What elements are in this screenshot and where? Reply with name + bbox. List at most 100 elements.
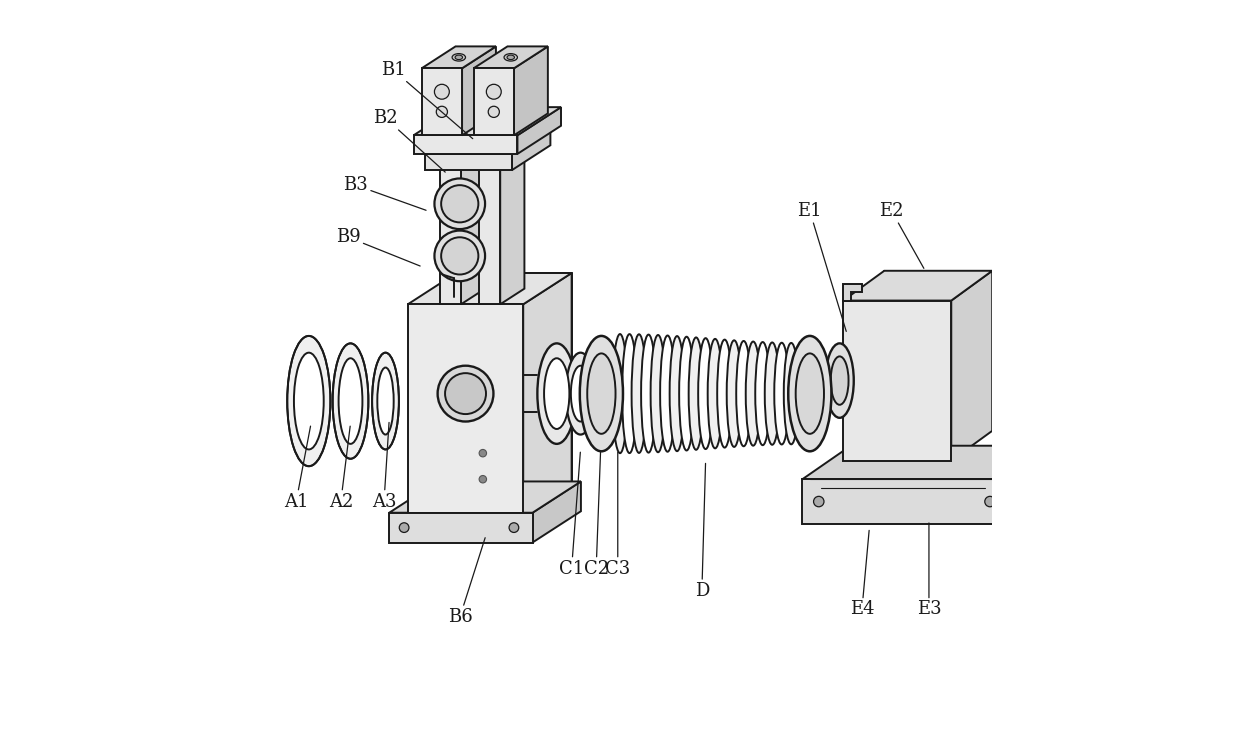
Text: E2: E2 bbox=[879, 202, 924, 268]
Polygon shape bbox=[512, 129, 551, 170]
Polygon shape bbox=[515, 46, 548, 135]
Ellipse shape bbox=[332, 344, 368, 459]
Text: A2: A2 bbox=[329, 426, 353, 511]
Ellipse shape bbox=[434, 84, 449, 99]
Ellipse shape bbox=[784, 343, 799, 444]
Ellipse shape bbox=[372, 352, 399, 449]
Polygon shape bbox=[422, 46, 496, 68]
Ellipse shape bbox=[717, 340, 732, 448]
Ellipse shape bbox=[503, 53, 517, 61]
Text: B2: B2 bbox=[373, 110, 445, 172]
Ellipse shape bbox=[727, 340, 742, 447]
Polygon shape bbox=[474, 46, 548, 68]
Text: D: D bbox=[694, 464, 709, 600]
Polygon shape bbox=[517, 107, 560, 154]
Text: E4: E4 bbox=[849, 530, 874, 619]
Ellipse shape bbox=[489, 106, 500, 118]
Ellipse shape bbox=[698, 338, 713, 449]
Text: C3: C3 bbox=[605, 452, 630, 578]
Ellipse shape bbox=[680, 337, 694, 451]
Ellipse shape bbox=[580, 336, 622, 452]
Ellipse shape bbox=[565, 352, 595, 434]
Ellipse shape bbox=[441, 237, 479, 274]
Ellipse shape bbox=[660, 335, 675, 452]
Polygon shape bbox=[480, 151, 525, 166]
Ellipse shape bbox=[641, 334, 656, 453]
Text: E3: E3 bbox=[916, 523, 941, 619]
Bar bbox=[440, 166, 461, 304]
Ellipse shape bbox=[434, 230, 485, 281]
Ellipse shape bbox=[670, 336, 684, 452]
Ellipse shape bbox=[507, 55, 515, 59]
Ellipse shape bbox=[826, 344, 854, 418]
Polygon shape bbox=[389, 482, 580, 513]
Text: C1: C1 bbox=[559, 452, 584, 578]
Ellipse shape bbox=[774, 343, 789, 445]
Ellipse shape bbox=[510, 523, 518, 532]
Ellipse shape bbox=[745, 341, 760, 446]
Polygon shape bbox=[523, 273, 572, 513]
Text: B1: B1 bbox=[381, 61, 472, 139]
Polygon shape bbox=[425, 129, 551, 154]
Ellipse shape bbox=[813, 496, 823, 507]
Ellipse shape bbox=[399, 523, 409, 532]
Bar bbox=[422, 68, 463, 135]
Ellipse shape bbox=[434, 178, 485, 229]
Polygon shape bbox=[500, 151, 525, 304]
Ellipse shape bbox=[445, 374, 486, 414]
Ellipse shape bbox=[622, 334, 637, 453]
Bar bbox=[480, 166, 500, 304]
Polygon shape bbox=[843, 284, 862, 301]
Ellipse shape bbox=[591, 371, 606, 416]
Bar bbox=[474, 68, 515, 135]
Ellipse shape bbox=[708, 339, 723, 448]
Ellipse shape bbox=[765, 343, 780, 445]
Polygon shape bbox=[843, 271, 992, 301]
Bar bbox=[414, 135, 517, 154]
Polygon shape bbox=[408, 273, 572, 304]
Polygon shape bbox=[802, 446, 1052, 479]
Ellipse shape bbox=[789, 336, 832, 452]
Ellipse shape bbox=[651, 335, 666, 452]
Bar bbox=[389, 513, 532, 542]
Ellipse shape bbox=[436, 106, 448, 118]
Ellipse shape bbox=[537, 344, 577, 444]
Ellipse shape bbox=[441, 185, 479, 223]
Ellipse shape bbox=[570, 366, 590, 422]
Polygon shape bbox=[461, 151, 485, 304]
Ellipse shape bbox=[631, 334, 646, 453]
Ellipse shape bbox=[688, 338, 703, 450]
Ellipse shape bbox=[588, 360, 611, 427]
Ellipse shape bbox=[831, 356, 848, 405]
Text: B9: B9 bbox=[336, 228, 420, 266]
Ellipse shape bbox=[453, 53, 465, 61]
Polygon shape bbox=[414, 107, 560, 135]
Ellipse shape bbox=[544, 358, 569, 429]
Ellipse shape bbox=[294, 352, 324, 449]
Ellipse shape bbox=[288, 336, 330, 466]
Ellipse shape bbox=[588, 353, 615, 434]
Ellipse shape bbox=[985, 496, 996, 507]
Ellipse shape bbox=[613, 334, 627, 453]
Text: A1: A1 bbox=[284, 426, 310, 511]
Text: A3: A3 bbox=[372, 422, 397, 511]
Ellipse shape bbox=[455, 55, 463, 59]
Ellipse shape bbox=[438, 366, 494, 422]
Ellipse shape bbox=[737, 341, 751, 446]
Polygon shape bbox=[1003, 446, 1052, 524]
Ellipse shape bbox=[755, 342, 770, 446]
Ellipse shape bbox=[479, 476, 486, 483]
Ellipse shape bbox=[339, 358, 362, 444]
Polygon shape bbox=[532, 482, 580, 542]
Ellipse shape bbox=[479, 449, 486, 457]
Ellipse shape bbox=[796, 353, 823, 434]
Text: C2: C2 bbox=[584, 452, 609, 578]
Bar bbox=[425, 154, 512, 170]
Ellipse shape bbox=[377, 368, 393, 434]
Polygon shape bbox=[440, 151, 485, 166]
Text: E1: E1 bbox=[797, 202, 846, 332]
Polygon shape bbox=[951, 271, 992, 460]
Bar bbox=[802, 479, 1003, 524]
Polygon shape bbox=[463, 46, 496, 135]
Ellipse shape bbox=[486, 84, 501, 99]
